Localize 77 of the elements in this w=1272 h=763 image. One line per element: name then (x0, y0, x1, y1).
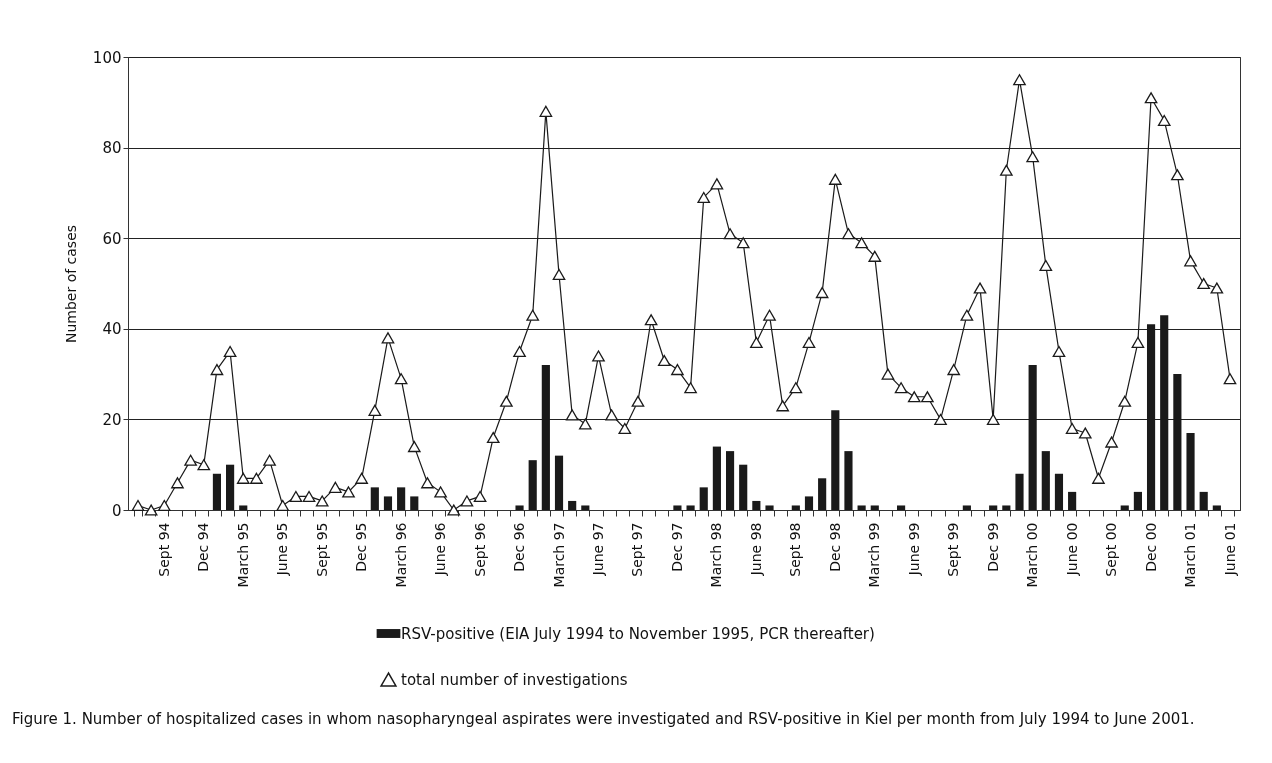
y-tick-label: 80 (102, 139, 122, 158)
y-axis-title: Number of cases (62, 224, 79, 344)
bar (673, 505, 682, 510)
bar (1002, 505, 1011, 510)
x-tick-label: Dec 00 (1142, 522, 1159, 572)
bar (739, 464, 748, 510)
x-tick-label: Sept 95 (313, 522, 330, 577)
x-tick-label: March 99 (866, 522, 883, 588)
bar (397, 487, 406, 510)
y-tick-label: 20 (102, 410, 122, 429)
x-tick-label: Sept 99 (945, 522, 962, 577)
bar (581, 505, 590, 510)
y-tick-label: 40 (102, 320, 122, 339)
x-tick-label: March 96 (392, 522, 409, 588)
x-tick-label: June 96 (432, 522, 449, 577)
bar (752, 500, 761, 510)
bar (1041, 451, 1050, 510)
x-tick-label: June 00 (1063, 522, 1080, 577)
bar (791, 505, 800, 510)
x-tick-label: June 98 (747, 522, 764, 577)
bar (383, 496, 393, 510)
x-tick-label: Sept 96 (471, 522, 488, 577)
x-tick-label: March 00 (1024, 522, 1041, 588)
bar (818, 478, 827, 510)
bar (870, 505, 879, 510)
x-tick-label: Dec 99 (984, 522, 1001, 572)
bar (1120, 505, 1129, 510)
bar (765, 505, 774, 510)
bar (1199, 491, 1208, 510)
bar (239, 505, 248, 510)
bar (568, 500, 577, 510)
bar (226, 464, 235, 510)
bar (1186, 432, 1195, 510)
legend-label: total number of investigations (401, 670, 628, 689)
x-tick-label: Dec 98 (826, 522, 843, 572)
bar (212, 473, 222, 510)
x-tick-label: March 97 (550, 522, 567, 588)
bar (712, 446, 721, 510)
x-tick-label: Dec 96 (511, 522, 528, 572)
bar (962, 505, 971, 510)
x-tick-label: Dec 95 (353, 522, 370, 572)
bar (410, 496, 419, 510)
x-tick-label: June 95 (274, 522, 291, 577)
bar (857, 505, 866, 510)
bar (725, 451, 735, 510)
y-tick-label: 60 (102, 229, 122, 248)
y-tick-label: 100 (92, 48, 122, 67)
bar (1133, 491, 1142, 510)
x-tick-label: March 98 (708, 522, 725, 588)
bar (699, 487, 708, 510)
bar (1015, 473, 1024, 510)
bar (528, 460, 537, 510)
x-tick-label: Dec 94 (195, 522, 212, 572)
x-tick-label: June 99 (905, 522, 922, 577)
caption: Figure 1. Number of hospitalized cases in whom nasopharyngeal aspirates were investigated and RSV-positive in Kiel per month from July 1994 to June 2001. (12, 709, 1196, 730)
bar (515, 505, 524, 510)
x-tick-label: June 97 (589, 522, 606, 577)
x-tick-label: Sept 00 (1103, 522, 1120, 577)
bar (1212, 505, 1221, 510)
bar (370, 487, 379, 510)
bar (897, 505, 906, 510)
bar (844, 451, 853, 510)
bar (1054, 473, 1064, 510)
x-tick-label: Sept 97 (629, 522, 646, 577)
bar (1068, 491, 1077, 510)
bar (686, 505, 695, 510)
x-tick-label: March 01 (1182, 522, 1199, 588)
x-tick-label: June 01 (1221, 522, 1238, 577)
bar (804, 496, 814, 510)
legend-label: RSV-positive (EIA July 1994 to November 1995, PCR thereafter) (401, 624, 875, 643)
x-tick-label: Dec 97 (668, 522, 685, 572)
bar (989, 505, 998, 510)
x-tick-label: Sept 98 (787, 522, 804, 577)
bar (554, 455, 564, 510)
x-tick-label: March 95 (234, 522, 251, 588)
y-tick-label: 0 (111, 501, 122, 520)
x-tick-label: Sept 94 (155, 522, 172, 577)
